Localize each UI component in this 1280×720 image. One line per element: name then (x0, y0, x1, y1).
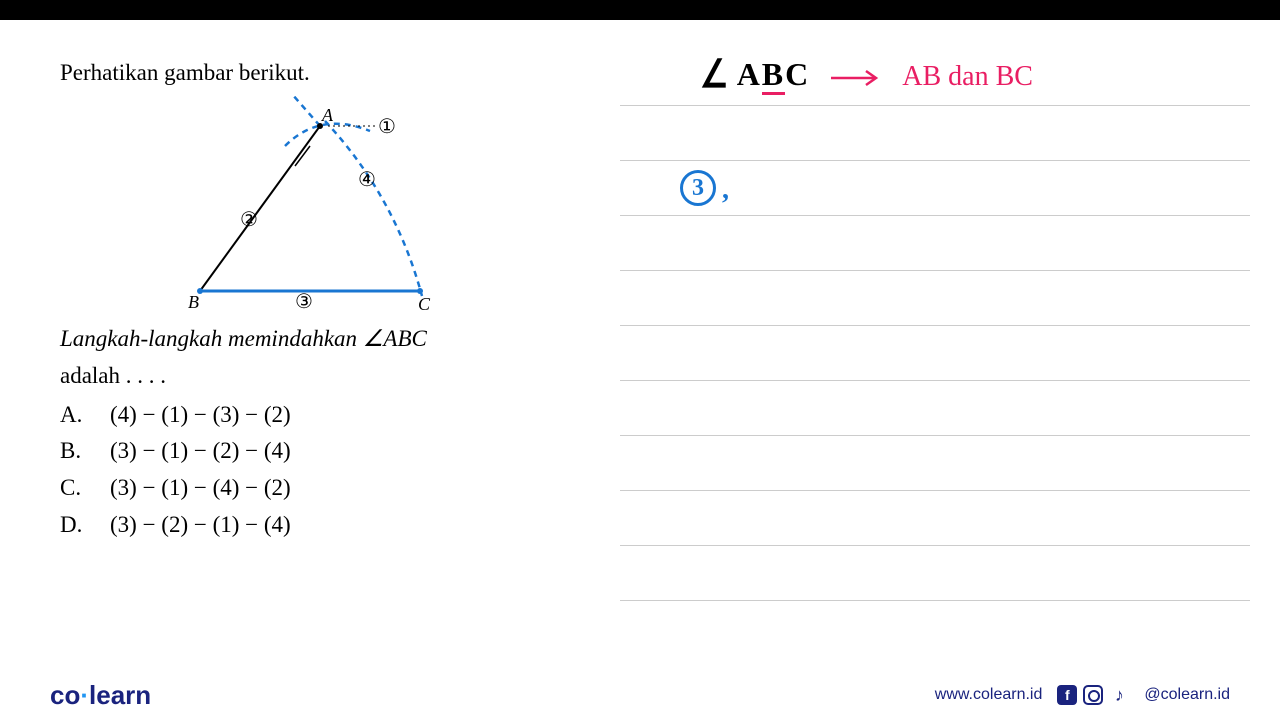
logo: co·learn (50, 680, 151, 711)
label-circ1: ① (378, 116, 396, 138)
triangle-figure: A B C ① ② ③ ④ (140, 96, 460, 316)
question-panel: Perhatikan gambar berikut. (0, 20, 620, 670)
arrow-icon (826, 66, 886, 90)
ruled-line (620, 215, 1250, 216)
arc-1 (285, 124, 370, 146)
option-c-letter: C. (60, 470, 90, 507)
hw-line2: 3 , (680, 170, 729, 206)
hw-abc: ABC (737, 56, 811, 95)
hw-b-underlined: B (762, 56, 785, 95)
line-ab (200, 126, 320, 291)
content-area: Perhatikan gambar berikut. (0, 20, 1280, 670)
label-c: C (418, 294, 431, 314)
hw-comma: , (722, 174, 729, 205)
notes-panel: ∠ ABC AB dan BC 3 , (620, 20, 1280, 670)
question-body: Langkah-langkah memindahkan ∠ABC adalah … (60, 321, 580, 395)
ruled-line (620, 270, 1250, 271)
logo-learn: learn (89, 680, 151, 710)
option-a: A. (4) − (1) − (3) − (2) (60, 397, 580, 434)
label-a: A (321, 105, 334, 125)
ruled-line (620, 380, 1250, 381)
figure-svg: A B C ① ② ③ ④ (140, 96, 460, 316)
option-c-text: (3) − (1) − (4) − (2) (110, 470, 291, 507)
label-circ3: ③ (295, 291, 313, 313)
hw-circ3: 3 (680, 170, 716, 206)
logo-co: co (50, 680, 80, 710)
label-circ2: ② (240, 209, 258, 231)
instagram-icon (1083, 685, 1103, 705)
ruled-line (620, 160, 1250, 161)
footer-url: www.colearn.id (935, 686, 1043, 704)
footer: co·learn www.colearn.id f ♪ @colearn.id (0, 670, 1280, 720)
ruled-line (620, 435, 1250, 436)
options-list: A. (4) − (1) − (3) − (2) B. (3) − (1) − … (60, 397, 580, 544)
footer-handle: @colearn.id (1144, 686, 1230, 704)
hw-note: AB dan BC (902, 61, 1033, 92)
option-c: C. (3) − (1) − (4) − (2) (60, 470, 580, 507)
social-icons: f ♪ (1057, 685, 1129, 705)
logo-dot: · (80, 680, 89, 710)
top-black-bar (0, 0, 1280, 20)
option-b-letter: B. (60, 433, 90, 470)
tiktok-icon: ♪ (1109, 685, 1129, 705)
question-title: Perhatikan gambar berikut. (60, 60, 580, 86)
q-line2: adalah . . . . (60, 363, 166, 388)
facebook-icon: f (1057, 685, 1077, 705)
arc-4 (325, 121, 422, 296)
option-d-letter: D. (60, 507, 90, 544)
ruled-line (620, 105, 1250, 106)
q-line1: Langkah-langkah memindahkan ∠ABC (60, 326, 427, 351)
option-d: D. (3) − (2) − (1) − (4) (60, 507, 580, 544)
option-a-text: (4) − (1) − (3) − (2) (110, 397, 291, 434)
label-b: B (188, 292, 199, 312)
footer-right: www.colearn.id f ♪ @colearn.id (935, 685, 1230, 705)
option-d-text: (3) − (2) − (1) − (4) (110, 507, 291, 544)
ruled-line (620, 600, 1250, 601)
option-b-text: (3) − (1) − (2) − (4) (110, 433, 291, 470)
dash-up (285, 96, 320, 126)
label-circ4: ④ (358, 169, 376, 191)
ruled-line (620, 545, 1250, 546)
hw-line1: ∠ ABC AB dan BC (700, 55, 1033, 93)
hw-angle: ∠ (700, 51, 729, 97)
option-b: B. (3) − (1) − (2) − (4) (60, 433, 580, 470)
option-a-letter: A. (60, 397, 90, 434)
ruled-line (620, 325, 1250, 326)
ruled-line (620, 490, 1250, 491)
